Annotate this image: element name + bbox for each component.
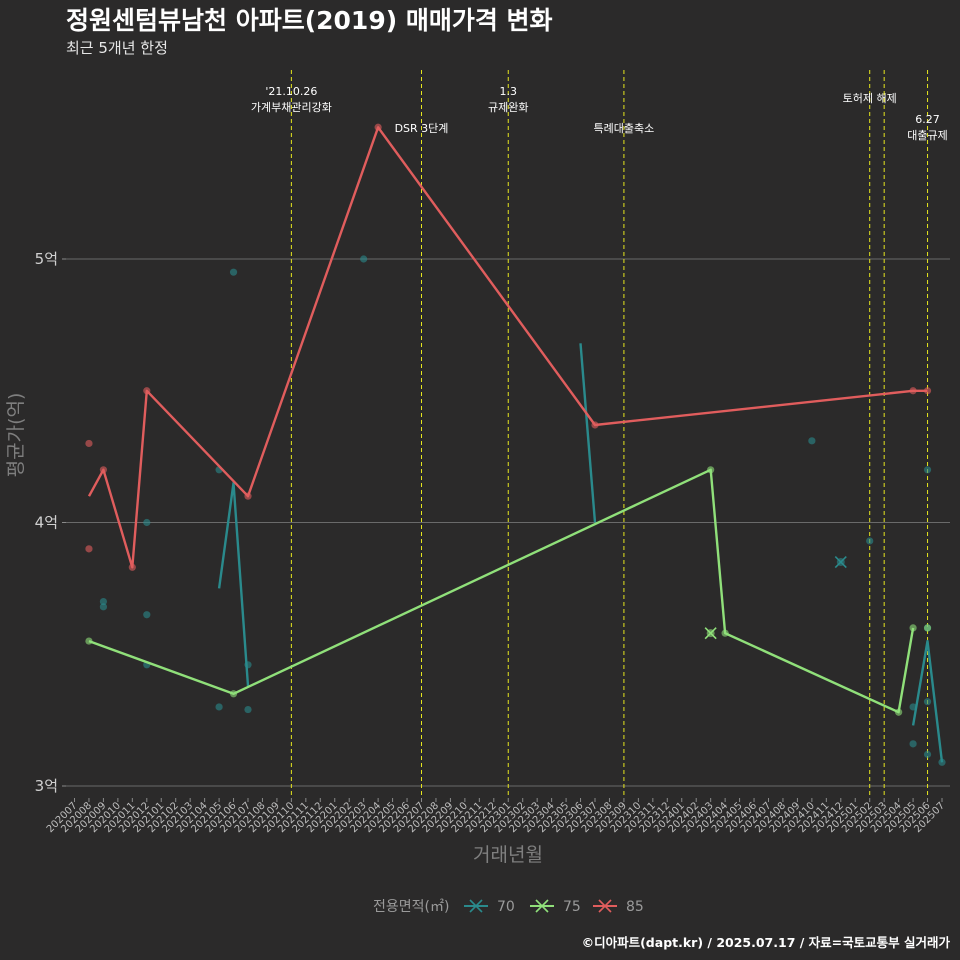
data-point-85 bbox=[244, 492, 252, 500]
data-point-70 bbox=[99, 597, 108, 606]
data-point-85 bbox=[143, 387, 151, 395]
event-label: 대출규제 bbox=[907, 129, 947, 142]
y-tick-label: 3억 bbox=[35, 777, 58, 795]
data-point-70 bbox=[229, 268, 238, 276]
event-label: '21.10.26 bbox=[265, 85, 317, 98]
series-line-85 bbox=[87, 126, 928, 569]
event-label: 규제완화 bbox=[488, 101, 528, 114]
y-axis: 3억 4억 5억 bbox=[35, 250, 66, 795]
data-point-85 bbox=[85, 545, 93, 553]
series-70 bbox=[99, 255, 946, 766]
chart-subtitle: 최근 5개년 한정 bbox=[66, 39, 168, 57]
series-line-70 bbox=[217, 481, 250, 686]
data-point-85 bbox=[85, 439, 93, 448]
data-point-70 bbox=[909, 703, 917, 711]
y-tick-label: 4억 bbox=[35, 514, 58, 532]
data-point-85 bbox=[909, 387, 917, 395]
data-point-70 bbox=[923, 750, 932, 758]
cross-marker-75 bbox=[704, 627, 717, 640]
data-point-85 bbox=[374, 123, 382, 131]
data-point-75 bbox=[229, 690, 238, 698]
data-point-70 bbox=[808, 437, 816, 445]
legend-title: 전용면적(㎡) bbox=[373, 899, 449, 915]
y-tick-label: 5억 bbox=[35, 250, 58, 268]
data-point-85 bbox=[591, 421, 599, 429]
legend-label-70: 70 bbox=[497, 899, 515, 915]
data-point-75 bbox=[923, 624, 932, 632]
data-point-70 bbox=[244, 705, 252, 714]
y-axis-title: 평균가(억) bbox=[5, 393, 27, 478]
legend-label-85: 85 bbox=[626, 899, 644, 915]
data-point-70 bbox=[938, 758, 946, 766]
data-point-75 bbox=[85, 637, 93, 645]
chart-title: 정원센텀뷰남천 아파트(2019) 매매가격 변화 bbox=[66, 6, 553, 35]
data-point-75 bbox=[707, 466, 715, 474]
legend-cross-75 bbox=[535, 899, 549, 913]
legend-cross-70 bbox=[469, 899, 483, 913]
event-label: 6.27 bbox=[915, 113, 940, 126]
series-85 bbox=[85, 123, 932, 571]
series-line-70 bbox=[579, 343, 597, 523]
data-point-75 bbox=[721, 629, 729, 637]
event-label: 가계부채관리강화 bbox=[251, 101, 332, 114]
data-point-70 bbox=[909, 740, 917, 748]
series-line-75 bbox=[88, 468, 915, 714]
event-label: 토허제 해제 bbox=[843, 91, 897, 105]
event-label: DSR 3단계 bbox=[395, 122, 449, 135]
cross-marker-70 bbox=[834, 555, 847, 569]
data-point-70 bbox=[866, 537, 874, 545]
data-point-70 bbox=[215, 703, 223, 711]
chart-caption: ©디아파트(dapt.kr) / 2025.07.17 / 자료=국토교통부 실… bbox=[582, 935, 951, 950]
data-point-75 bbox=[895, 708, 903, 716]
data-point-70 bbox=[923, 466, 932, 474]
series-layer bbox=[85, 123, 946, 766]
data-point-85 bbox=[99, 466, 108, 474]
data-point-70 bbox=[99, 603, 108, 611]
series-75 bbox=[85, 466, 932, 716]
data-point-70 bbox=[244, 661, 252, 669]
data-point-70 bbox=[360, 255, 368, 263]
event-label: 특례대출축소 bbox=[594, 122, 655, 135]
data-point-85 bbox=[128, 563, 136, 571]
data-point-70 bbox=[143, 518, 151, 527]
legend-cross-85 bbox=[598, 899, 612, 913]
data-point-70 bbox=[143, 611, 151, 619]
data-point-85 bbox=[923, 387, 932, 395]
data-point-70 bbox=[923, 698, 932, 706]
legend-label-75: 75 bbox=[563, 899, 581, 915]
x-axis-title: 거래년월 bbox=[473, 844, 543, 866]
event-label: 1.3 bbox=[500, 85, 518, 98]
series-line-70 bbox=[911, 639, 944, 763]
legend: 전용면적(㎡) 70 75 85 bbox=[373, 899, 644, 915]
data-point-75 bbox=[909, 624, 917, 632]
x-axis: 2020072020082020092020102020112020122021… bbox=[45, 798, 947, 835]
